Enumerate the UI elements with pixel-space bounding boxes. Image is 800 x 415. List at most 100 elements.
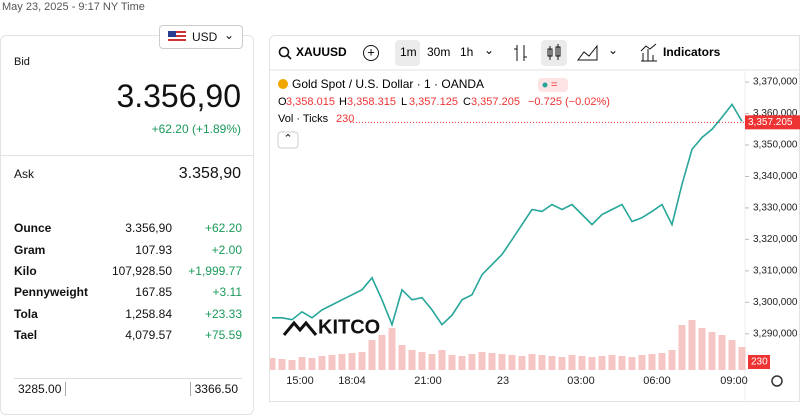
volume-bar xyxy=(688,320,696,370)
ask-label: Ask xyxy=(14,167,35,181)
y-tick-label: 3,330,000 xyxy=(753,203,798,214)
y-tick-label: 3,310,000 xyxy=(753,266,798,277)
area-icon[interactable] xyxy=(577,44,598,61)
y-tick-label: 3,290,000 xyxy=(753,328,798,339)
last-price-box xyxy=(745,115,800,130)
candle-active xyxy=(541,40,567,66)
flag xyxy=(168,31,186,43)
currency: USD xyxy=(192,30,218,44)
volume-bar xyxy=(408,350,416,370)
divider xyxy=(0,155,254,156)
volume-bar xyxy=(278,359,286,370)
ask: 3.358,90 xyxy=(178,165,241,182)
unit-row: Tola 1,258.84 +23.33 xyxy=(14,307,242,325)
interval[interactable]: 1m xyxy=(400,45,417,59)
range-low: 3285.00 xyxy=(14,382,67,396)
volume-last-box xyxy=(748,355,770,369)
x-tick-label: 15:00 xyxy=(286,375,314,387)
interval[interactable]: 30m xyxy=(427,45,450,59)
unit-price: 107.93 xyxy=(135,243,172,257)
volume-bar xyxy=(270,358,276,370)
ohlc-key: O xyxy=(278,96,287,108)
volume-bar xyxy=(438,350,446,370)
chart: XAUUSD + 1m 30m 1h ⌄ ⌄ Indicators Gold S… xyxy=(270,40,800,402)
x-tick-label: 03:00 xyxy=(567,375,595,387)
indicators[interactable]: Indicators xyxy=(663,45,721,59)
search-icon xyxy=(286,54,292,60)
volume-bar xyxy=(708,332,716,370)
unit-name: Tael xyxy=(14,328,38,342)
range-high: 3366.50 xyxy=(189,382,242,396)
bid: 3.356,90 xyxy=(116,78,241,114)
volume-bar xyxy=(678,325,686,370)
volume-bar xyxy=(628,357,636,370)
volume-bar xyxy=(558,357,566,370)
x-tick-label: 18:04 xyxy=(338,375,366,387)
unit-change: +2.00 xyxy=(211,243,242,257)
ohlc-value: 3,358.315 xyxy=(347,96,396,108)
volume-bar xyxy=(618,356,626,370)
symbol[interactable]: XAUUSD xyxy=(296,45,347,59)
volume-bar xyxy=(518,356,526,370)
chevron[interactable]: ⌄ xyxy=(608,43,618,57)
volume-bar xyxy=(468,354,476,370)
last-price-label: 3,357.205 xyxy=(748,117,793,128)
x-tick-label: 23 xyxy=(497,375,509,387)
ohlc-value: 3,357.125 xyxy=(409,96,458,108)
volume-bar xyxy=(568,355,576,370)
volume-bar xyxy=(598,356,606,370)
timestamp: May 23, 2025 - 9:17 NY Time xyxy=(2,1,145,13)
volume-bar xyxy=(318,356,326,370)
candle-icon[interactable] xyxy=(547,44,561,60)
unit-name: Gram xyxy=(14,243,46,257)
indicators-icon[interactable] xyxy=(640,43,657,62)
volume-bar xyxy=(308,358,316,370)
volume-bar xyxy=(538,355,546,370)
volume-bar xyxy=(528,354,536,370)
volume-bar xyxy=(398,345,406,370)
watermark-logo xyxy=(282,320,318,336)
y-tick-label: 3,350,000 xyxy=(753,140,798,151)
volume-bar xyxy=(588,357,596,370)
unit-price: 107,928.50 xyxy=(111,264,172,278)
volume-bar xyxy=(548,356,556,370)
collapse-button: ⌃ xyxy=(283,133,292,145)
volume-label: Vol · Ticks xyxy=(278,113,329,125)
add-symbol[interactable] xyxy=(363,45,379,61)
chevron: ⌄ xyxy=(223,28,234,42)
y-tick-label: 3,370,000 xyxy=(753,77,798,88)
search-icon[interactable] xyxy=(278,46,290,58)
settings-icon[interactable] xyxy=(771,375,783,387)
bars-icon[interactable] xyxy=(514,45,527,61)
chevron[interactable]: ⌄ xyxy=(484,43,494,57)
unit-row: Gram 107.93 +2.00 xyxy=(14,243,242,261)
volume-bar xyxy=(388,328,396,370)
collapse-button[interactable] xyxy=(277,131,299,149)
settings-icon[interactable] xyxy=(771,375,783,387)
unit-price: 167.85 xyxy=(135,285,172,299)
unit-row: Kilo 107,928.50 +1,999.77 xyxy=(14,264,242,282)
currency-dropdown[interactable]: USD ⌄ xyxy=(159,25,243,49)
volume-bar xyxy=(368,340,376,370)
ohlc-key: C xyxy=(463,96,471,108)
volume-bar xyxy=(298,357,306,370)
status-icon: = xyxy=(551,79,557,91)
watermark-text: KITCO xyxy=(318,316,380,338)
volume-bar xyxy=(498,354,506,370)
interval[interactable]: 1h xyxy=(460,45,473,59)
volume-bar xyxy=(348,353,356,370)
volume-bar xyxy=(648,354,656,370)
unit-name: Ounce xyxy=(14,221,52,235)
unit-price: 1,258.84 xyxy=(125,307,172,321)
volume-bar xyxy=(668,350,676,370)
unit-change: +1,999.77 xyxy=(188,264,242,278)
volume-bar xyxy=(718,335,726,370)
y-tick-label: 3,340,000 xyxy=(753,171,798,182)
unit-price: 4,079.57 xyxy=(125,328,172,342)
y-tick-label: 3,300,000 xyxy=(753,297,798,308)
volume-bar xyxy=(288,360,296,370)
bid-change: +62.20 (+1.89%) xyxy=(151,122,241,136)
status-dot xyxy=(542,82,548,88)
volume-bar xyxy=(328,355,336,370)
